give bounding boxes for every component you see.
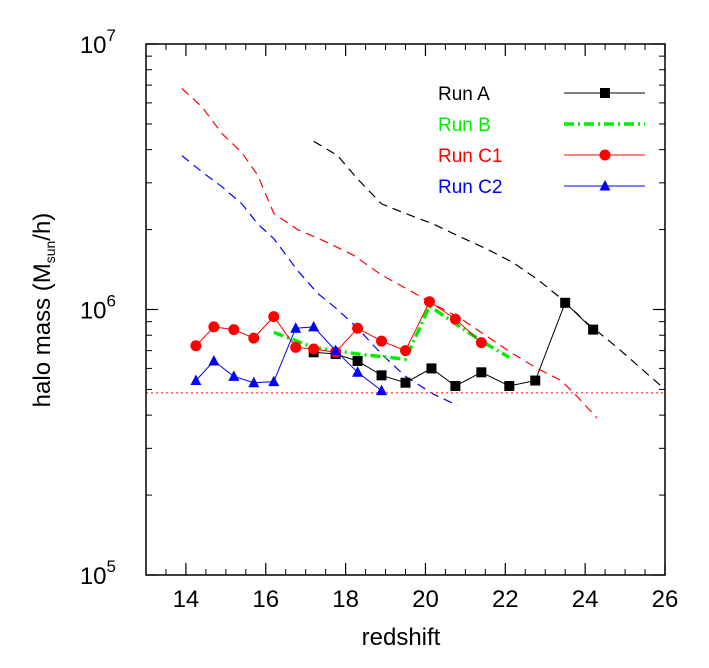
- data-point-run-a: [476, 367, 487, 378]
- x-tick-label: 22: [492, 586, 519, 613]
- data-point-run-c2: [248, 376, 260, 388]
- data-point-run-c2: [330, 344, 342, 356]
- data-point-run-c1: [268, 311, 280, 323]
- legend-marker-run-c2: [599, 180, 611, 191]
- data-point-run-c1: [423, 296, 435, 308]
- series-layer: [190, 296, 599, 396]
- data-point-run-c2: [352, 366, 364, 377]
- axis-ticks: 14 16 18 20 22 24 26 105 106 107: [80, 26, 679, 613]
- data-point-run-c1: [449, 313, 461, 325]
- data-point-run-c2: [290, 322, 302, 333]
- data-point-run-c1: [190, 340, 202, 352]
- x-tick-label: 14: [173, 586, 200, 613]
- data-point-run-c2: [190, 374, 202, 386]
- data-point-run-c2: [268, 375, 280, 387]
- data-point-run-c1: [208, 321, 220, 333]
- data-point-run-c2: [376, 384, 388, 396]
- x-tick-label: 24: [572, 586, 599, 613]
- y-tick-label: 107: [80, 26, 116, 59]
- y-tick-label: 105: [80, 557, 116, 590]
- x-tick-label: 18: [332, 586, 359, 613]
- legend-marker-run-a: [600, 88, 610, 98]
- data-point-run-a: [400, 377, 411, 388]
- y-axis-title-subscript: sun: [42, 241, 58, 264]
- y-tick-label: 106: [80, 292, 116, 325]
- x-tick-label: 16: [252, 586, 279, 613]
- data-point-run-c1: [248, 332, 260, 344]
- data-point-run-c1: [352, 322, 364, 334]
- data-point-run-c2: [208, 354, 220, 366]
- legend-marker-run-c1: [599, 149, 611, 161]
- data-point-run-a: [352, 355, 363, 366]
- y-axis-title-suffix: /h): [29, 213, 56, 241]
- x-tick-label: 26: [652, 586, 679, 613]
- data-point-run-a: [376, 370, 387, 381]
- data-point-run-a: [560, 297, 571, 308]
- data-point-run-c1: [376, 335, 388, 347]
- data-point-run-c2: [308, 320, 320, 332]
- legend-label-run-a: Run A: [438, 84, 490, 105]
- data-point-run-a: [588, 324, 599, 335]
- series-line-run-c1: [195, 300, 482, 353]
- legend-label-run-c1: Run C1: [438, 146, 502, 167]
- reference-curve-2: [181, 88, 598, 419]
- data-point-run-c2: [228, 370, 240, 381]
- y-axis-title-prefix: halo mass (M: [29, 263, 56, 407]
- x-tick-label: 20: [412, 586, 439, 613]
- data-point-run-c1: [475, 337, 487, 349]
- reference-curves: [146, 88, 666, 419]
- data-point-run-a: [530, 375, 541, 386]
- data-point-run-c1: [308, 343, 320, 355]
- data-point-run-a: [450, 381, 461, 392]
- legend-label-run-b: Run B: [438, 115, 491, 136]
- data-point-run-c1: [290, 341, 302, 353]
- legend: Run A Run B Run C1 Run C2: [438, 84, 645, 198]
- data-point-run-c1: [400, 345, 411, 357]
- data-point-run-c1: [228, 324, 240, 336]
- x-axis-title: redshift: [362, 624, 441, 651]
- legend-label-run-c2: Run C2: [438, 177, 502, 198]
- y-axis-title: halo mass (Msun/h): [29, 213, 58, 408]
- data-point-run-a: [504, 381, 515, 392]
- series-line-run-c2: [195, 326, 382, 391]
- data-point-run-a: [426, 363, 437, 374]
